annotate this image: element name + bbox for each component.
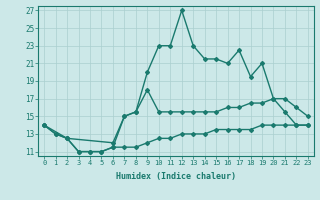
X-axis label: Humidex (Indice chaleur): Humidex (Indice chaleur) [116, 172, 236, 181]
